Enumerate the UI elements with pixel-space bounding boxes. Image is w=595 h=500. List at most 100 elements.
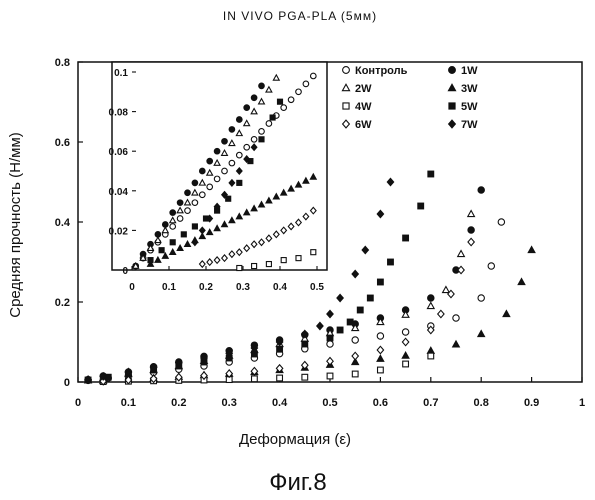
inset-data-point-1w: [244, 105, 250, 111]
data-point-5w: [388, 259, 394, 265]
inset-data-point-5w: [170, 240, 175, 245]
inset-data-point-4w: [237, 266, 242, 271]
data-point-3w: [528, 246, 535, 252]
inset-data-point-1w: [200, 168, 206, 174]
data-point-5w: [327, 335, 333, 341]
data-point-3w: [377, 355, 384, 361]
inset-y-tick-label: 0.1: [114, 68, 128, 79]
data-point-3w: [453, 341, 460, 347]
inset-data-point-1w: [229, 127, 235, 133]
legend-item-kontrol: Контроль: [343, 65, 408, 77]
data-point-3w: [478, 330, 485, 336]
data-point-5w: [428, 171, 434, 177]
legend-item-4w: 4W: [343, 101, 372, 113]
data-point-5w: [277, 346, 283, 352]
x-tick-label: 0.6: [373, 397, 388, 409]
data-point-kontrol: [478, 295, 484, 301]
x-tick-label: 0.4: [272, 397, 288, 409]
legend-label-kontrol: Контроль: [355, 65, 408, 77]
inset-data-point-1w: [177, 200, 183, 206]
inset-data-point-4w: [311, 250, 316, 255]
inset-data-point-1w: [192, 180, 198, 186]
data-point-4w: [428, 353, 434, 359]
data-point-kontrol: [453, 315, 459, 321]
data-point-3w: [518, 278, 525, 284]
legend-item-2w: 2W: [342, 83, 372, 95]
legend-item-3w: 3W: [448, 83, 478, 95]
data-point-6w: [352, 352, 358, 359]
data-point-7w: [327, 310, 333, 317]
inset-data-point-kontrol: [266, 121, 272, 127]
legend-label-3w: 3W: [461, 83, 478, 95]
inset-data-point-1w: [259, 83, 265, 89]
inset-data-point-kontrol: [170, 224, 176, 230]
inset-y-tick-label: 0.02: [109, 226, 129, 237]
inset-data-point-kontrol: [311, 73, 317, 79]
legend-label-4w: 4W: [355, 101, 372, 113]
x-tick-label: 0: [75, 397, 81, 409]
legend: Контроль 1W 2W 3W 4W 5W 6W 7W: [342, 65, 478, 131]
legend-marker-5w: [449, 103, 455, 109]
legend-marker-7w: [449, 120, 456, 128]
y-tick-label: 0.6: [55, 137, 70, 149]
inset-data-point-kontrol: [237, 152, 243, 158]
inset-data-point-kontrol: [177, 216, 183, 222]
data-point-5w: [367, 295, 373, 301]
inset-data-point-1w: [237, 117, 243, 123]
inset-y-tick-label: 0: [122, 266, 128, 277]
x-tick-label: 1: [579, 397, 585, 409]
data-point-2w: [427, 302, 434, 308]
inset-data-point-kontrol: [251, 137, 257, 143]
data-point-kontrol: [498, 219, 504, 225]
legend-item-1w: 1W: [449, 65, 479, 77]
x-tick-label: 0.1: [121, 397, 136, 409]
inset-data-point-4w: [281, 258, 286, 263]
inset-data-point-kontrol: [296, 89, 302, 95]
inset-data-point-kontrol: [244, 144, 250, 150]
data-point-6w: [402, 338, 408, 345]
data-point-4w: [403, 361, 409, 367]
inset-data-point-kontrol: [185, 208, 191, 214]
inset-x-tick-label: 0.4: [273, 282, 287, 293]
inset-data-point-kontrol: [303, 81, 309, 87]
y-tick-label: 0: [64, 377, 70, 389]
y-axis-title: Средняя прочность (Н/мм): [7, 132, 24, 318]
legend-label-5w: 5W: [461, 101, 478, 113]
inset-data-point-5w: [159, 248, 164, 253]
inset-data-point-kontrol: [222, 168, 228, 174]
x-axis-title: Деформация (ε): [239, 431, 351, 448]
legend-marker-4w: [343, 103, 349, 109]
data-point-5w: [302, 341, 308, 347]
inset-x-tick-label: 0: [129, 282, 135, 293]
inset-data-point-5w: [181, 232, 186, 237]
figure-caption: Фиг.8: [269, 469, 327, 496]
inset-data-point-kontrol: [214, 176, 220, 182]
inset-y-tick-label: 0.04: [109, 187, 129, 198]
legend-label-6w: 6W: [355, 119, 372, 131]
inset-data-point-kontrol: [207, 184, 213, 190]
data-point-6w: [377, 346, 383, 353]
legend-label-2w: 2W: [355, 83, 372, 95]
inset-data-point-kontrol: [288, 97, 294, 103]
inset-data-point-kontrol: [259, 129, 265, 135]
x-tick-label: 0.8: [474, 397, 489, 409]
inset-y-tick-label: 0.06: [109, 147, 129, 158]
inset-data-point-5w: [226, 196, 231, 201]
inset-data-point-5w: [270, 115, 275, 120]
data-point-3w: [427, 347, 434, 353]
legend-marker-3w: [448, 84, 455, 90]
data-point-2w: [443, 286, 450, 292]
data-point-7w: [317, 322, 323, 329]
data-point-5w: [418, 203, 424, 209]
data-point-4w: [378, 367, 384, 373]
legend-marker-1w: [449, 67, 456, 74]
y-tick-label: 0.2: [55, 297, 70, 309]
chart-title: IN VIVO PGA-PLA (5мм): [223, 9, 377, 23]
legend-label-7w: 7W: [461, 119, 478, 131]
data-point-3w: [402, 352, 409, 358]
inset-data-point-5w: [277, 99, 282, 104]
data-point-4w: [352, 371, 358, 377]
inset-plot-frame: [112, 62, 327, 270]
inset-x-tick-label: 0.5: [310, 282, 324, 293]
